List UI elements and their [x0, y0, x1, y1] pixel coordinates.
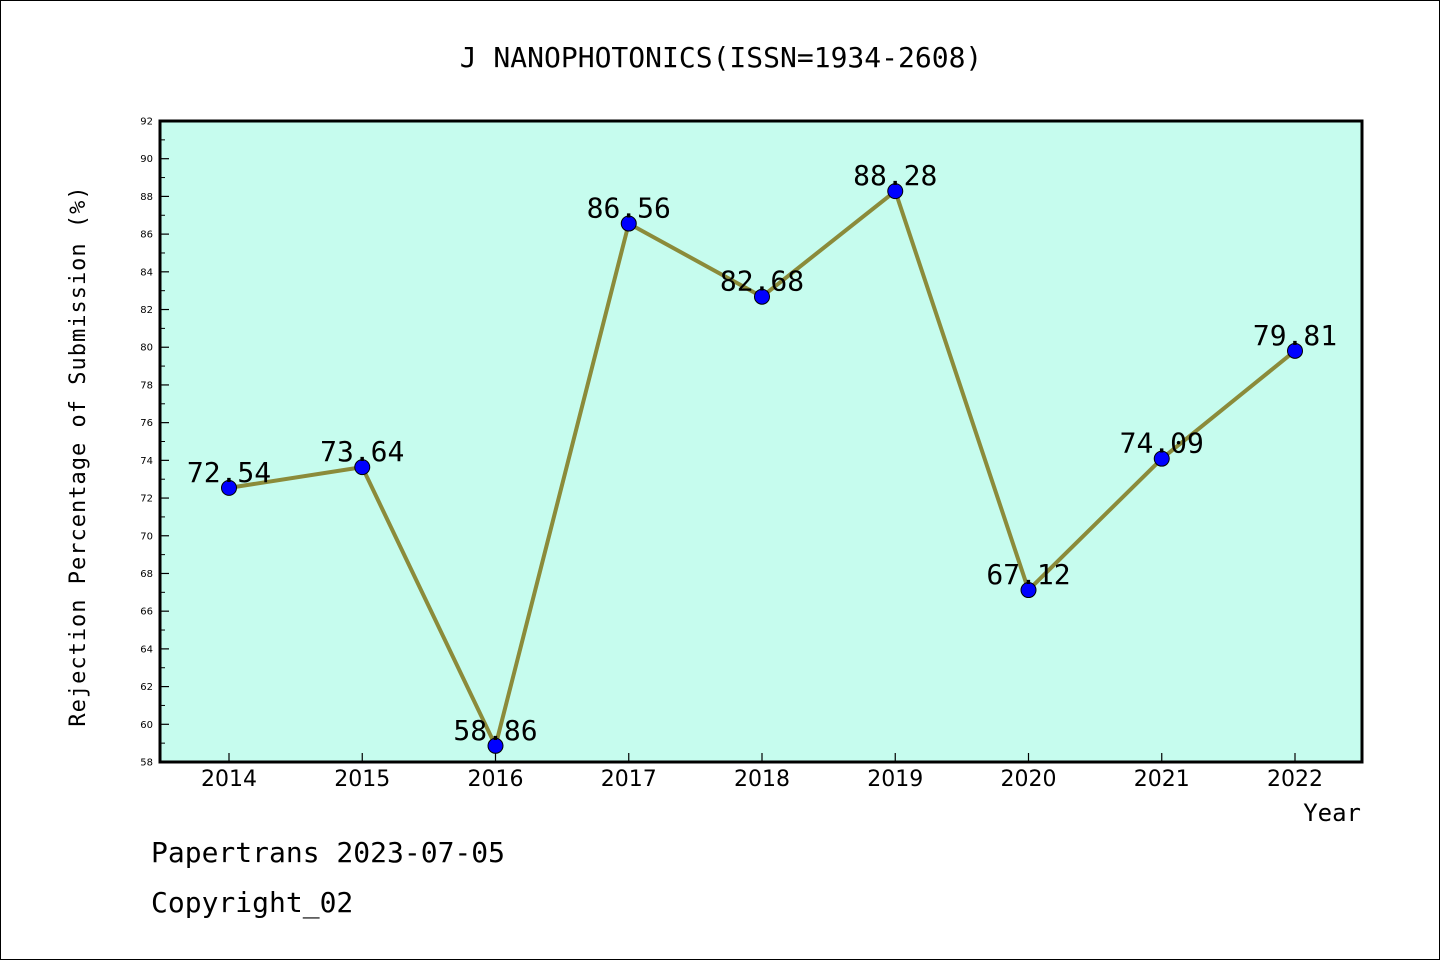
- x-tick-label: 2021: [1134, 767, 1190, 792]
- x-axis-label: Year: [1303, 799, 1361, 827]
- data-point: [1153, 450, 1170, 467]
- data-point: [1020, 582, 1037, 599]
- y-tick-label: 70: [140, 531, 153, 542]
- plot-area: [158, 119, 1364, 764]
- y-axis-label: Rejection Percentage of Submission (%): [66, 185, 91, 726]
- x-tick-label: 2020: [1001, 767, 1057, 792]
- x-tick-label: 2017: [601, 767, 657, 792]
- y-tick-label: 92: [140, 117, 153, 128]
- data-point: [754, 288, 770, 305]
- data-label: 67.12: [986, 558, 1070, 591]
- data-label: 58.86: [453, 714, 537, 747]
- y-tick-label: 76: [140, 418, 153, 429]
- y-tick-label: 66: [140, 607, 153, 618]
- footer-source-date: Papertrans 2023-07-05: [151, 836, 506, 869]
- data-label: 72.54: [187, 456, 271, 489]
- y-tick-label: 84: [140, 267, 153, 278]
- y-tick-label: 90: [140, 154, 153, 165]
- data-label: 86.56: [587, 192, 671, 225]
- y-tick-label: 68: [140, 569, 153, 580]
- y-tick-label: 60: [140, 720, 153, 731]
- data-label: 79.81: [1253, 319, 1337, 352]
- data-label: 73.64: [320, 435, 404, 468]
- y-tick-label: 82: [140, 305, 153, 316]
- data-label: 74.09: [1120, 427, 1204, 460]
- y-tick-label: 74: [140, 456, 153, 467]
- data-point: [354, 459, 371, 476]
- data-label: 82.68: [720, 265, 804, 298]
- y-tick-label: 80: [140, 343, 153, 354]
- data-series: 72.54 73.64 58.86 86.56 82.68 88.28 67.12 74.09…: [187, 159, 1337, 754]
- data-point: [887, 183, 904, 200]
- y-tick-label: 62: [140, 682, 153, 693]
- footer-copyright: Copyright_02: [151, 886, 354, 919]
- data-point: [487, 737, 504, 754]
- y-tick-label: 72: [140, 494, 153, 505]
- x-tick-label: 2015: [334, 767, 390, 792]
- x-tick-label: 2018: [734, 767, 790, 792]
- data-label: 88.28: [853, 159, 937, 192]
- x-tick-label: 2016: [468, 767, 524, 792]
- y-tick-label: 86: [140, 230, 153, 241]
- y-tick-label: 64: [140, 644, 153, 655]
- data-point: [620, 215, 637, 232]
- x-tick-label: 2014: [201, 767, 257, 792]
- y-axis: 58 60 62 64 66 68 70 72 74 76 78 80 82 84 86 88 90 92: [140, 117, 169, 769]
- data-point: [221, 479, 237, 496]
- y-tick-label: 88: [140, 192, 153, 203]
- y-tick-label: 58: [140, 758, 153, 769]
- x-tick-label: 2019: [867, 767, 923, 792]
- x-tick-label: 2022: [1267, 767, 1323, 792]
- data-point: [1287, 342, 1303, 359]
- chart-title: J NANOPHOTONICS(ISSN=1934-2608): [460, 41, 983, 74]
- x-axis: 2014 2015 2016 2017 2018 2019 2020 2021 2022: [201, 753, 1323, 792]
- y-tick-label: 78: [140, 380, 153, 391]
